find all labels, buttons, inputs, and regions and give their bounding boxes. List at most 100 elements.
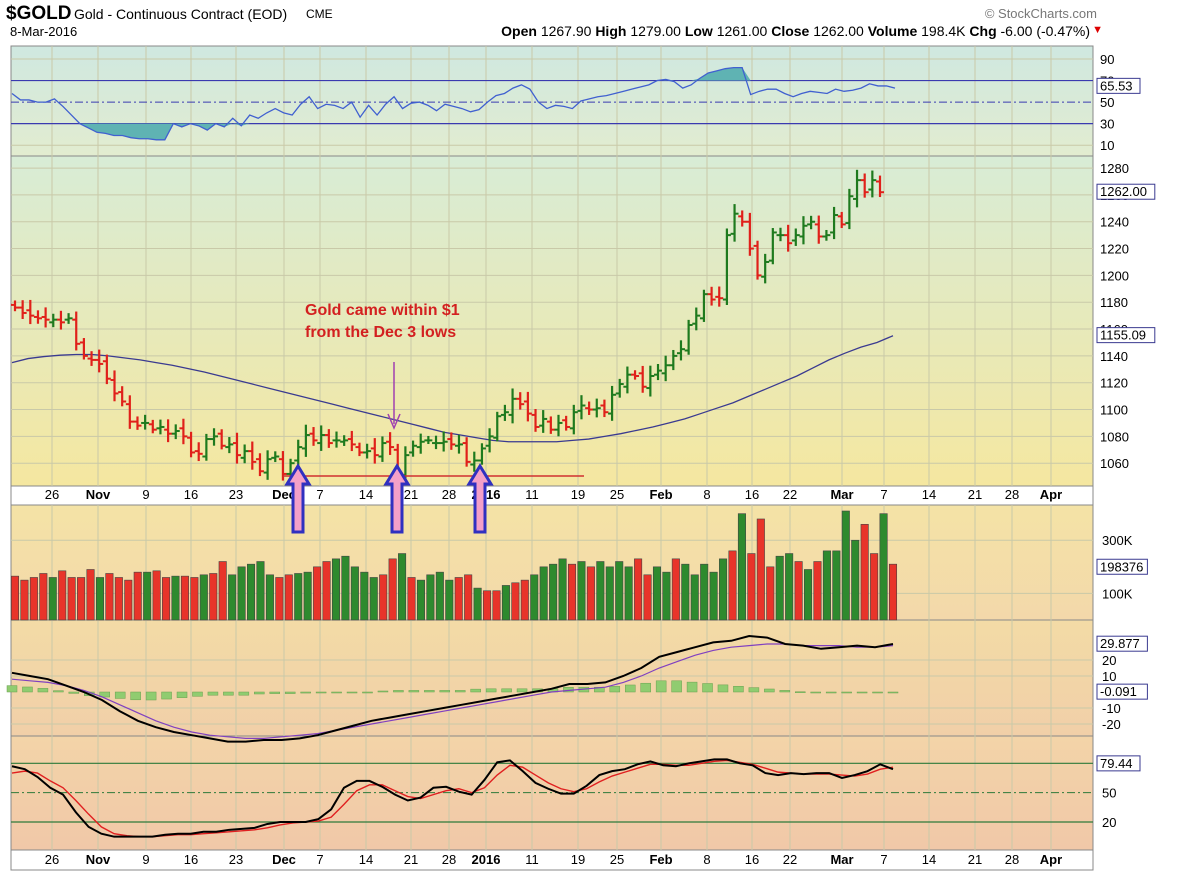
volume-bar xyxy=(284,574,293,621)
macd-histogram-bar xyxy=(53,690,64,693)
x-tick-lower: 7 xyxy=(316,852,323,867)
x-tick-upper: 23 xyxy=(229,487,243,502)
price-tick-label: 1140 xyxy=(1100,349,1128,364)
price-tick-label: 1060 xyxy=(1100,456,1129,471)
volume-bar xyxy=(624,566,633,621)
volume-bar xyxy=(473,587,482,621)
x-tick-lower: 16 xyxy=(184,852,198,867)
volume-bar xyxy=(275,577,284,621)
volume-bar xyxy=(398,553,407,621)
volume-bar xyxy=(124,579,133,621)
stoch-tick-label: 50 xyxy=(1102,786,1116,801)
price-tick-label: 1280 xyxy=(1100,161,1129,176)
chg-value: -6.00 (-0.47%) xyxy=(1000,23,1090,39)
date-label: 8-Mar-2016 xyxy=(10,24,78,39)
volume-bar xyxy=(851,539,860,621)
macd-histogram-bar xyxy=(145,691,157,701)
macd-histogram-bar xyxy=(810,691,821,694)
x-tick-lower: 22 xyxy=(783,852,797,867)
volume-bar xyxy=(445,579,454,621)
macd-tick-label: 10 xyxy=(1102,669,1116,684)
macd-histogram-bar xyxy=(37,688,49,693)
price-tick-label: 1080 xyxy=(1100,429,1129,444)
contract-description: Gold - Continuous Contract (EOD) xyxy=(74,6,288,22)
macd-histogram-bar xyxy=(424,690,435,693)
x-tick-lower: Dec xyxy=(272,852,296,867)
macd-histogram-bar xyxy=(671,680,682,693)
annotation-layer xyxy=(283,362,584,534)
volume-bar xyxy=(86,569,95,621)
rsi-panel-bg xyxy=(10,45,1094,157)
macd-histogram-bar xyxy=(114,691,126,699)
x-tick-upper: 7 xyxy=(880,487,887,502)
volume-bar xyxy=(879,513,888,621)
volume-bar xyxy=(577,561,586,621)
volume-bar xyxy=(492,590,501,621)
price-tick-label: 1120 xyxy=(1100,376,1128,391)
x-tick-lower: 25 xyxy=(610,852,624,867)
panel-backgrounds xyxy=(10,45,1094,871)
volume-bar xyxy=(152,570,161,621)
volume-bar xyxy=(662,571,671,621)
volume-bar xyxy=(77,577,86,621)
macd-histogram-bar xyxy=(795,691,806,693)
volume-bar xyxy=(237,566,246,621)
macd-tick-label: -20 xyxy=(1102,717,1121,732)
volume-bar xyxy=(228,574,237,621)
x-tick-upper: 21 xyxy=(968,487,982,502)
volume-bar xyxy=(804,569,813,621)
macd-histogram-bar xyxy=(207,691,219,696)
last-price-label: 1262.00 xyxy=(1100,184,1147,199)
macd-histogram-bar xyxy=(841,691,852,694)
macd-histogram-bar xyxy=(68,691,80,694)
volume-bar xyxy=(539,566,548,621)
volume-bar xyxy=(888,563,898,621)
x-tick-upper: 14 xyxy=(922,487,936,502)
macd-histogram-bar xyxy=(192,691,203,697)
volume-bar xyxy=(615,561,624,621)
volume-label: Volume xyxy=(867,23,918,39)
macd-histogram-bar xyxy=(346,691,358,694)
macd-histogram-bar xyxy=(686,681,698,693)
x-tick-upper: 11 xyxy=(525,487,539,502)
pointer-arrow-head xyxy=(387,413,401,430)
x-tick-upper: 7 xyxy=(316,487,323,502)
up-arrow-icon xyxy=(383,463,411,534)
volume-tick-label: 300K xyxy=(1102,533,1133,548)
price-panel: 1280126012401220120011801160114011201100… xyxy=(11,161,1156,483)
volume-bar xyxy=(860,523,869,621)
x-tick-upper: 21 xyxy=(404,487,418,502)
grid-lines xyxy=(51,46,1052,850)
volume-bar xyxy=(256,561,265,621)
x-tick-lower: Mar xyxy=(830,852,853,867)
x-tick-lower: Apr xyxy=(1040,852,1062,867)
volume-bar xyxy=(180,575,189,621)
macd-histogram-bar xyxy=(624,684,636,693)
annotation-line-1: Gold came within $1 xyxy=(305,302,460,319)
lower-date-axis-bg xyxy=(10,849,1094,871)
x-tick-lower: 19 xyxy=(571,852,585,867)
volume-bar xyxy=(143,571,152,621)
volume-bar xyxy=(766,566,775,621)
moving-average-label: 1155.09 xyxy=(1100,328,1146,343)
volume-bar xyxy=(426,574,435,621)
volume-bar xyxy=(48,577,57,621)
volume-bar xyxy=(681,563,690,621)
macd-histogram-bar xyxy=(6,685,18,693)
macd-histogram-bar xyxy=(887,691,899,694)
volume-bar xyxy=(501,585,510,621)
x-tick-lower: 2016 xyxy=(472,852,501,867)
x-tick-upper: Mar xyxy=(830,487,853,502)
volume-bar xyxy=(756,518,765,621)
x-tick-upper: 8 xyxy=(703,487,710,502)
x-tick-upper: 28 xyxy=(442,487,456,502)
volume-bar xyxy=(775,555,784,621)
x-tick-upper: Nov xyxy=(86,487,111,502)
volume-bar xyxy=(114,577,123,621)
volume-bar xyxy=(605,566,614,621)
macd-histogram-bar xyxy=(284,691,296,694)
macd-histogram-bar xyxy=(872,691,883,694)
rsi-line xyxy=(11,66,896,141)
